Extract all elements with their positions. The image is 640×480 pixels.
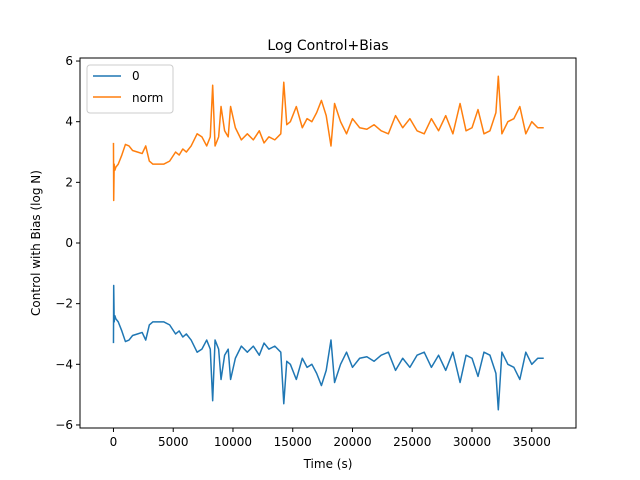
legend-box [86, 64, 174, 114]
series-line-0 [112, 284, 544, 411]
y-tick-label: 4 [65, 115, 73, 129]
x-axis-label: Time (s) [303, 457, 353, 471]
series-line-norm [112, 75, 544, 202]
x-tick-label: 10000 [214, 435, 252, 449]
x-ticks: 0 5000 10000 15000 20000 25000 30000 35000 [110, 428, 551, 449]
y-ticks: −6 −4 −2 0 2 4 6 [55, 54, 80, 432]
x-tick-label: 20000 [333, 435, 371, 449]
x-tick-label: 5000 [158, 435, 189, 449]
legend-label-norm: norm [132, 91, 163, 105]
y-tick-label: −4 [55, 357, 73, 371]
y-tick-label: −6 [55, 418, 73, 432]
x-tick-label: 35000 [513, 435, 551, 449]
x-tick-label: 0 [110, 435, 118, 449]
y-tick-label: 6 [65, 54, 73, 68]
y-axis-label: Control with Bias (log N) [29, 170, 43, 316]
chart-title: Log Control+Bias [267, 38, 388, 54]
y-tick-label: 2 [65, 175, 73, 189]
legend-label-0: 0 [132, 69, 140, 83]
plot-frame [79, 57, 577, 429]
x-tick-label: 25000 [393, 435, 431, 449]
y-tick-label: −2 [55, 297, 73, 311]
x-tick-label: 15000 [274, 435, 312, 449]
series-layer [112, 75, 544, 411]
legend: 0 norm [86, 64, 174, 114]
x-tick-label: 30000 [453, 435, 491, 449]
y-tick-label: 0 [65, 236, 73, 250]
